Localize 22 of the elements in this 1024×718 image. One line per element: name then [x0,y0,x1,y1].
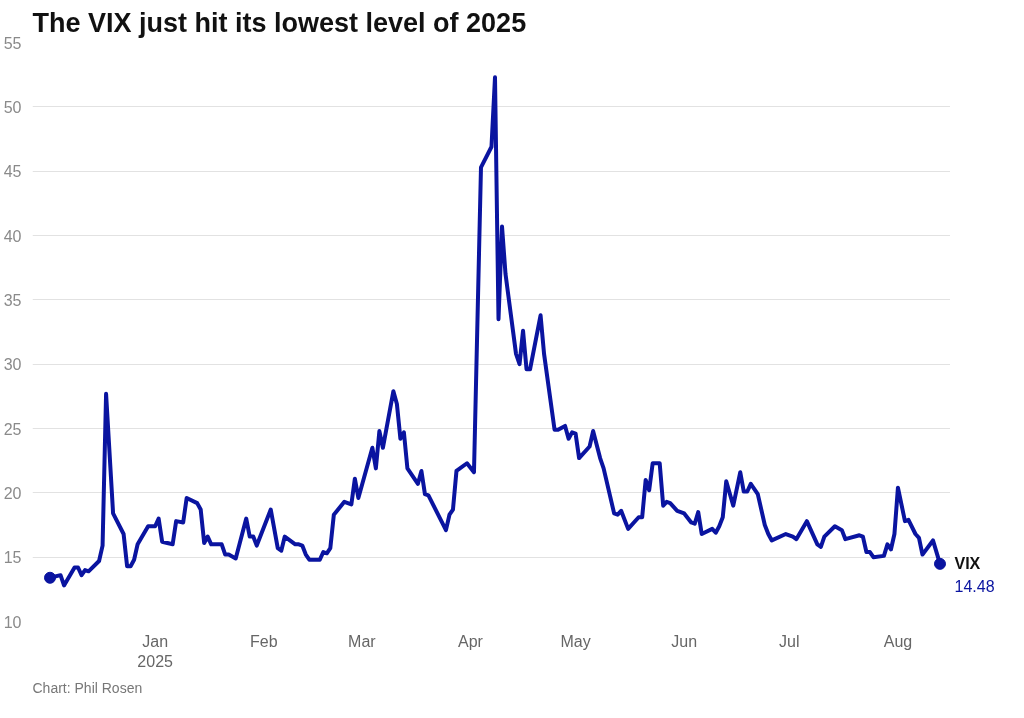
x-tick-label: Jul [779,632,800,650]
x-tick-label: Aug [883,632,913,650]
y-tick-label: 45 [3,163,22,181]
text: Chart: Phil Rosen [32,679,143,696]
x-tick-label: May [560,632,591,650]
y-tick-label: 35 [3,291,22,309]
series-label: VIX [954,555,981,573]
data-label: 14.48 [954,577,995,595]
y-tick-label: 40 [3,227,22,245]
x-tick-label: Jan 2025 [137,632,174,670]
x-tick-label: Mar [348,632,377,650]
y-tick-label: 20 [3,484,22,502]
y-tick-label: 50 [3,98,22,116]
y-tick-label: 25 [3,420,22,438]
y-tick-label: 10 [3,613,22,631]
y-tick-label: 30 [3,356,22,374]
y-tick-label: 15 [3,549,22,567]
chart-title: The VIX just hit its lowest level of 2025 [32,7,527,38]
x-tick-label: Jun [671,632,698,650]
x-tick-label: Apr [458,632,484,650]
x-tick-label: Feb [249,632,278,650]
y-tick-label: 55 [3,34,22,52]
